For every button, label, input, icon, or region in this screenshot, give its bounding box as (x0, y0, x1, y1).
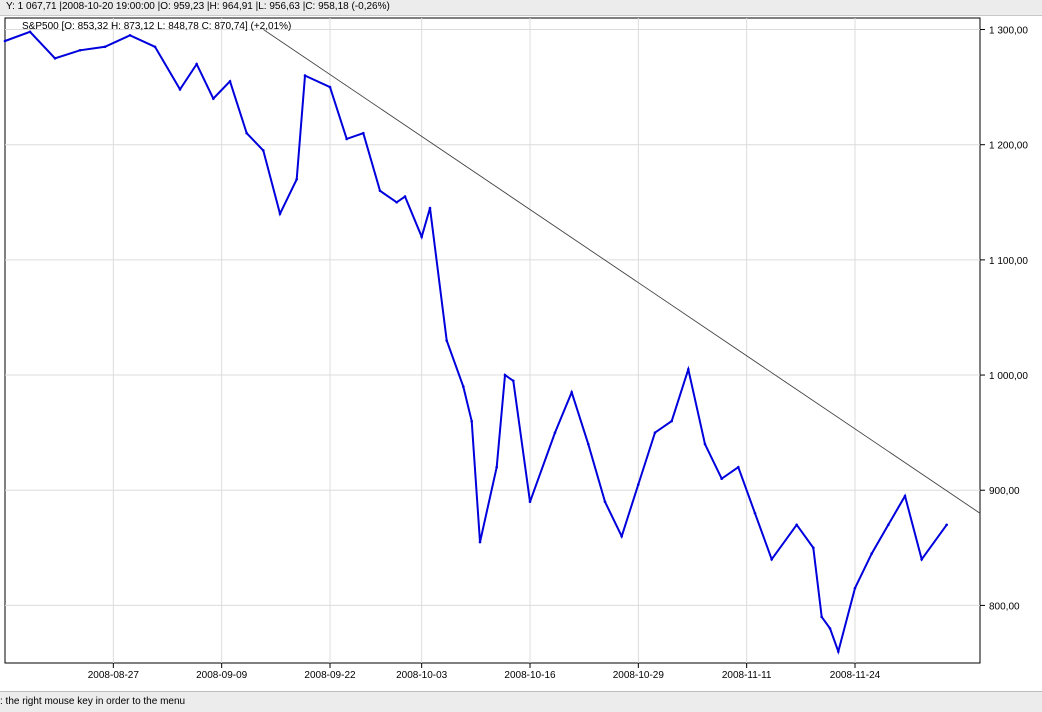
data-point (262, 149, 265, 152)
x-tick-label: 2008-08-27 (88, 670, 140, 681)
data-point (278, 212, 282, 216)
data-point (328, 85, 332, 89)
data-points (3, 30, 948, 653)
data-point (720, 477, 723, 481)
x-tick-label: 2008-09-09 (196, 670, 248, 681)
data-point (303, 74, 307, 77)
data-point (553, 431, 557, 434)
chart-area[interactable]: 800,00 900,00 1 000,00 1 100,00 1 200,00 1 30… (0, 16, 1042, 691)
data-point (403, 195, 407, 198)
trendline[interactable] (263, 29, 981, 514)
data-point (478, 540, 482, 544)
data-point (570, 391, 573, 394)
data-point (503, 373, 507, 377)
data-point (295, 177, 298, 181)
y-tick-label: 1 200,00 (989, 141, 1028, 152)
status-bar-text: : the right mouse key in order to the me… (0, 696, 186, 707)
data-point (362, 131, 365, 135)
data-point (53, 57, 57, 60)
y-tick-label: 1 300,00 (989, 26, 1028, 37)
data-point (445, 339, 448, 342)
x-tick-label: 2008-11-24 (830, 670, 881, 681)
data-point (420, 235, 423, 239)
data-point (653, 431, 657, 434)
price-chart[interactable]: 800,00 900,00 1 000,00 1 100,00 1 200,00 1 30… (0, 16, 1042, 691)
data-point (795, 523, 798, 527)
data-point (753, 511, 757, 515)
data-point (3, 39, 7, 43)
data-point (528, 500, 532, 504)
data-point (637, 483, 640, 486)
data-point (178, 88, 182, 91)
x-tick-label: 2008-10-29 (613, 670, 665, 681)
x-tick-label: 2008-10-16 (504, 670, 556, 681)
data-point (128, 33, 132, 37)
data-point (495, 465, 498, 469)
data-point (428, 206, 432, 210)
info-bar: Y: 1 067,71 |2008-10-20 19:00:00 |O: 959… (0, 0, 1042, 16)
x-tick-label: 2008-10-03 (396, 670, 448, 681)
y-tick-label: 1 100,00 (989, 256, 1028, 267)
data-point (687, 367, 690, 371)
data-point (812, 546, 815, 550)
y-tick-label: 800,00 (989, 601, 1020, 612)
data-point (770, 558, 773, 561)
data-point (78, 48, 82, 52)
chart-legend: S&P500 [O: 853,32 H: 873,12 L: 848,78 C:… (22, 21, 291, 32)
data-point (212, 97, 215, 100)
data-point (245, 131, 248, 135)
data-point (837, 650, 840, 653)
x-tick-label: 2008-09-22 (304, 670, 356, 681)
data-point (820, 615, 823, 619)
y-axis: 800,00 900,00 1 000,00 1 100,00 1 200,00 1 30… (980, 26, 1028, 612)
data-point (853, 586, 857, 590)
data-point (395, 200, 398, 204)
data-point (670, 419, 673, 423)
data-point (228, 80, 232, 83)
data-point (378, 189, 382, 193)
data-point (512, 379, 515, 383)
data-point (828, 627, 832, 630)
data-point (920, 558, 923, 561)
data-point (870, 552, 873, 555)
data-point (103, 45, 107, 49)
data-point (153, 45, 157, 49)
grid-layer (5, 18, 980, 663)
info-bar-text: Y: 1 067,71 |2008-10-20 19:00:00 |O: 959… (6, 1, 390, 12)
data-point (737, 465, 740, 469)
status-bar: : the right mouse key in order to the me… (0, 691, 1042, 712)
data-point (462, 385, 465, 388)
data-point (470, 419, 473, 423)
data-point (903, 494, 907, 498)
data-point (945, 523, 948, 527)
x-tick-label: 2008-11-11 (722, 670, 772, 681)
data-point (887, 523, 890, 527)
data-point (345, 137, 348, 141)
data-point (703, 442, 707, 446)
data-point (603, 500, 607, 504)
data-point (28, 30, 32, 34)
y-tick-label: 1 000,00 (989, 371, 1028, 382)
data-point (195, 62, 198, 66)
data-point (587, 442, 590, 446)
x-axis: 2008-08-27 2008-09-09 2008-09-22 2008-10-03… (88, 663, 881, 681)
y-tick-label: 900,00 (989, 486, 1020, 497)
data-point (620, 535, 623, 538)
plot-frame (4, 17, 981, 664)
